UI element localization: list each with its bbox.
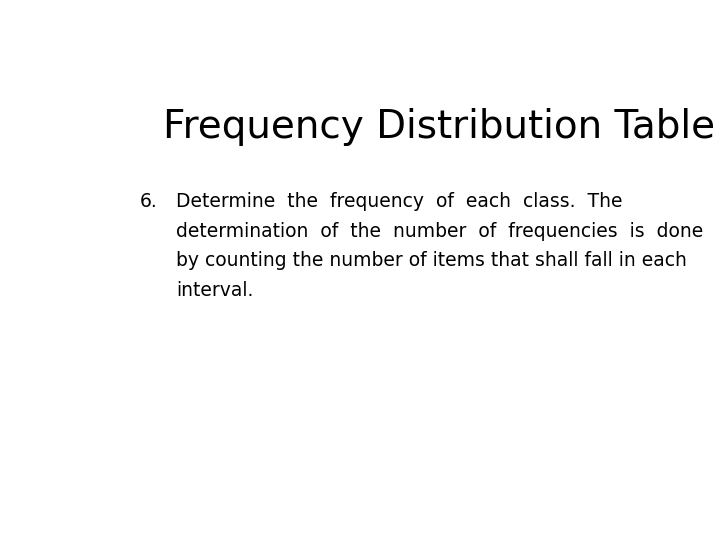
Text: interval.: interval. [176, 281, 254, 300]
Text: by counting the number of items that shall fall in each: by counting the number of items that sha… [176, 252, 688, 271]
Text: determination  of  the  number  of  frequencies  is  done: determination of the number of frequenci… [176, 221, 703, 240]
Text: Frequency Distribution Table: Frequency Distribution Table [163, 109, 715, 146]
Text: Determine  the  frequency  of  each  class.  The: Determine the frequency of each class. T… [176, 192, 623, 211]
Text: 6.: 6. [140, 192, 158, 211]
